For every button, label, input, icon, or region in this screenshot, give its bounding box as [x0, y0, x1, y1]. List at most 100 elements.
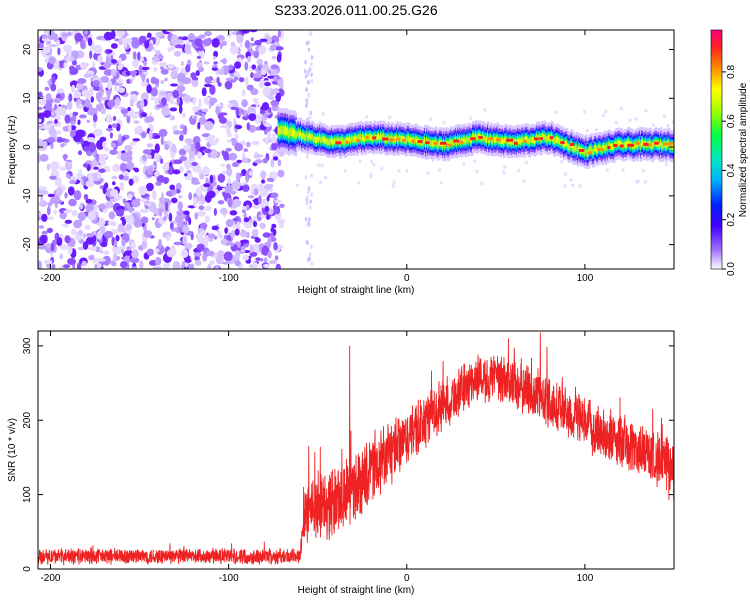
heatmap-noise-cell — [51, 264, 56, 269]
heatmap-noise-cell — [259, 38, 268, 43]
heatmap-noise-cell — [242, 109, 248, 119]
heatmap-noise-cell — [208, 104, 212, 109]
heatmap-noise-cell — [111, 175, 118, 180]
heatmap-noise-cell — [93, 86, 102, 91]
heatmap-noise-cell — [173, 50, 181, 57]
heatmap-noise-cell — [304, 60, 307, 65]
heatmap-noise-cell — [229, 79, 237, 83]
heatmap-noise-cell — [46, 206, 51, 216]
heatmap-noise-cell — [601, 113, 606, 118]
heatmap-noise-cell — [112, 253, 117, 263]
heatmap-noise-cell — [229, 45, 239, 55]
heatmap-noise-cell — [296, 183, 300, 187]
heatmap-peak-cell — [627, 143, 635, 147]
heatmap-noise-cell — [195, 70, 200, 77]
heatmap-noise-cell — [161, 97, 167, 106]
heatmap-noise-cell — [321, 112, 325, 116]
heatmap-noise-cell — [199, 146, 207, 150]
heatmap-noise-cell — [270, 64, 279, 70]
heatmap-noise-cell — [213, 61, 218, 65]
heatmap-noise-cell — [130, 241, 137, 249]
heatmap-noise-cell — [47, 216, 55, 220]
heatmap-noise-cell — [109, 189, 119, 198]
heatmap-noise-cell — [59, 253, 63, 260]
heatmap-noise-cell — [211, 38, 220, 48]
heatmap-noise-cell — [253, 204, 260, 209]
heatmap-noise-cell — [324, 175, 328, 180]
heatmap-peak-cell — [570, 143, 575, 146]
heatmap-noise-cell — [67, 186, 75, 196]
heatmap-noise-cell — [204, 76, 212, 84]
heatmap-noise-cell — [57, 47, 61, 56]
heatmap-noise-cell — [117, 223, 125, 233]
heatmap-noise-cell — [117, 64, 123, 71]
heatmap-noise-cell — [47, 43, 51, 54]
heatmap-noise-cell — [47, 30, 56, 41]
heatmap-noise-cell — [39, 200, 48, 208]
heatmap-noise-cell — [235, 172, 241, 181]
heatmap-noise-cell — [146, 143, 154, 148]
heatmap-noise-cell — [56, 88, 65, 94]
heatmap-noise-cell — [249, 30, 258, 33]
heatmap-noise-cell — [74, 32, 83, 43]
heatmap-noise-cell — [310, 72, 313, 77]
heatmap-noise-cell — [46, 137, 56, 143]
heatmap-noise-cell — [211, 67, 219, 71]
heatmap-noise-cell — [112, 115, 117, 121]
heatmap-noise-cell — [130, 257, 140, 264]
heatmap-noise-cell — [234, 76, 239, 81]
heatmap-noise-cell — [147, 154, 152, 160]
heatmap-peak-cell — [607, 145, 611, 149]
heatmap-noise-cell — [103, 61, 112, 69]
heatmap-noise-cell — [67, 31, 72, 37]
heatmap-noise-cell — [358, 159, 362, 164]
heatmap-noise-cell — [51, 195, 61, 204]
heatmap-noise-cell — [143, 60, 148, 66]
heatmap-ridge-cell — [671, 143, 674, 150]
heatmap-noise-cell — [54, 119, 58, 124]
heatmap-noise-cell — [202, 38, 212, 47]
heatmap-noise-cell — [172, 261, 181, 269]
heatmap-noise-cell — [267, 250, 272, 259]
heatmap-noise-cell — [219, 117, 227, 124]
heatmap-noise-cell — [106, 91, 111, 100]
heatmap-noise-cell — [246, 204, 250, 209]
heatmap-noise-cell — [83, 145, 91, 152]
heatmap-noise-cell — [212, 56, 216, 60]
heatmap-noise-cell — [96, 172, 102, 179]
heatmap-noise-cell — [272, 204, 277, 211]
heatmap-noise-cell — [141, 239, 148, 250]
heatmap-noise-cell — [213, 207, 217, 216]
heatmap-noise-cell — [198, 98, 202, 109]
heatmap-peak-cell — [411, 139, 415, 143]
heatmap-noise-cell — [63, 44, 72, 53]
heatmap-noise-cell — [169, 107, 178, 112]
heatmap-noise-cell — [259, 214, 268, 218]
heatmap-noise-cell — [133, 120, 140, 124]
heatmap-noise-cell — [105, 115, 113, 123]
heatmap-noise-cell — [614, 120, 618, 125]
heatmap-noise-cell — [124, 144, 133, 152]
heatmap-noise-cell — [271, 223, 277, 229]
heatmap-noise-cell — [234, 61, 242, 69]
colorbar-tick-label: 0.4 — [726, 163, 737, 177]
heatmap-peak-cell — [382, 137, 389, 141]
heatmap-noise-cell — [203, 183, 211, 188]
heatmap-noise-cell — [142, 149, 152, 155]
heatmap-noise-cell — [192, 106, 201, 112]
heatmap-frame — [37, 29, 675, 270]
heatmap-noise-cell — [160, 136, 164, 146]
heatmap-noise-cell — [154, 171, 161, 177]
heatmap-noise-cell — [80, 39, 86, 49]
heatmap-noise-cell — [249, 244, 254, 253]
heatmap-noise-cell — [277, 169, 285, 178]
heatmap-peak-cell — [487, 137, 494, 141]
heatmap-noise-cell — [48, 44, 58, 48]
heatmap-noise-cell — [223, 251, 233, 262]
heatmap-noise-cell — [215, 106, 220, 115]
heatmap-noise-cell — [64, 114, 71, 124]
heatmap-noise-cell — [263, 257, 268, 264]
heatmap-noise-cell — [305, 98, 309, 103]
heatmap-peak-cell — [549, 136, 554, 140]
heatmap-noise-cell — [78, 103, 83, 110]
